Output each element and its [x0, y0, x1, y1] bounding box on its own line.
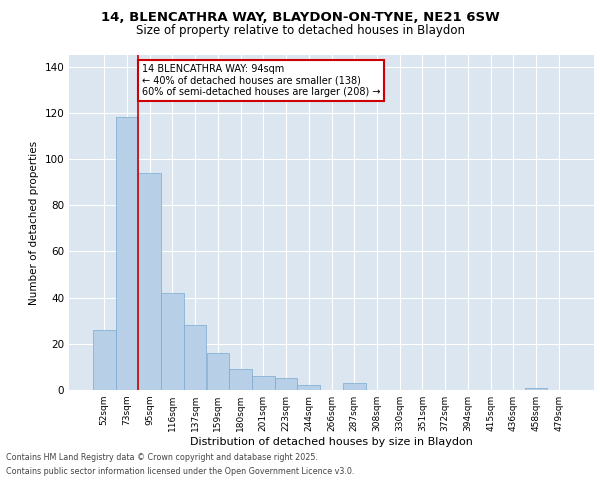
Bar [524, 388, 547, 390]
Text: Size of property relative to detached houses in Blaydon: Size of property relative to detached ho… [136, 24, 464, 37]
Bar [93, 330, 116, 390]
Bar [139, 173, 161, 390]
Text: Contains HM Land Registry data © Crown copyright and database right 2025.: Contains HM Land Registry data © Crown c… [6, 454, 318, 462]
Y-axis label: Number of detached properties: Number of detached properties [29, 140, 39, 304]
X-axis label: Distribution of detached houses by size in Blaydon: Distribution of detached houses by size … [190, 437, 473, 447]
Text: 14 BLENCATHRA WAY: 94sqm
← 40% of detached houses are smaller (138)
60% of semi-: 14 BLENCATHRA WAY: 94sqm ← 40% of detach… [142, 64, 380, 98]
Text: 14, BLENCATHRA WAY, BLAYDON-ON-TYNE, NE21 6SW: 14, BLENCATHRA WAY, BLAYDON-ON-TYNE, NE2… [101, 11, 499, 24]
Bar [184, 326, 206, 390]
Bar [298, 386, 320, 390]
Bar [206, 353, 229, 390]
Bar [252, 376, 275, 390]
Bar [229, 369, 252, 390]
Bar [116, 118, 139, 390]
Bar [343, 383, 365, 390]
Bar [275, 378, 298, 390]
Bar [161, 293, 184, 390]
Text: Contains public sector information licensed under the Open Government Licence v3: Contains public sector information licen… [6, 467, 355, 476]
